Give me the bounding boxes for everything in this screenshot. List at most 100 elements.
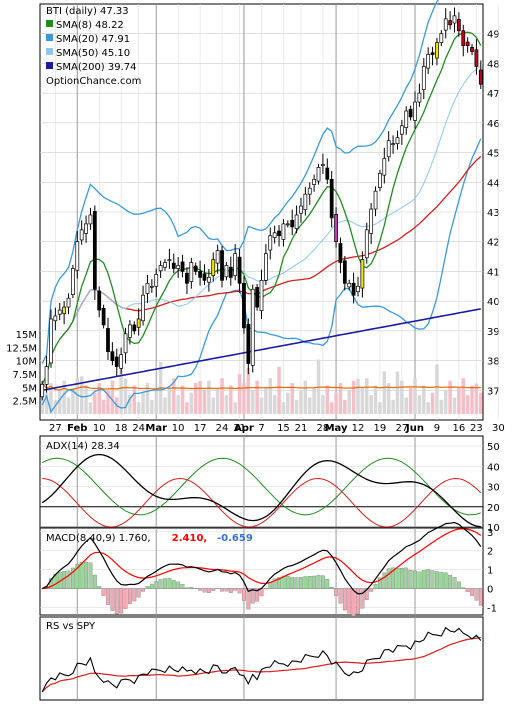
- price-x-tick-label: 17: [194, 423, 207, 434]
- volume-bar: [422, 385, 426, 414]
- macd-histogram-bar: [343, 589, 347, 611]
- macd-histogram-bar: [229, 589, 233, 593]
- candle-body: [321, 164, 324, 165]
- macd-histogram-bar: [198, 589, 202, 591]
- candle-body: [405, 111, 408, 128]
- volume-bar: [431, 393, 435, 414]
- macd-histogram-bar: [475, 589, 479, 601]
- volume-bar: [163, 397, 167, 414]
- macd-histogram-bar: [321, 576, 325, 589]
- macd-legend-label: 2.410,: [172, 533, 207, 544]
- adx-tick-label: 40: [487, 462, 500, 473]
- volume-bar: [479, 393, 483, 414]
- candle-body: [177, 265, 180, 268]
- candle-body: [49, 319, 52, 363]
- adx-tick-label: 30: [487, 483, 500, 494]
- macd-histogram-bar: [203, 589, 207, 593]
- volume-tick-label: 2.5M: [12, 397, 37, 408]
- candle-body: [304, 194, 307, 209]
- candle-body: [137, 319, 140, 327]
- candle-body: [462, 31, 465, 46]
- candle-body: [470, 47, 473, 51]
- macd-histogram-bar: [387, 568, 391, 588]
- volume-bar: [326, 385, 330, 414]
- volume-bar: [352, 381, 356, 414]
- macd-histogram-bar: [225, 589, 229, 592]
- macd-histogram-bar: [470, 589, 474, 596]
- candle-body: [142, 295, 145, 321]
- macd-histogram-bar: [304, 577, 308, 589]
- volume-bar: [203, 390, 207, 414]
- candle-body: [150, 286, 153, 287]
- macd-histogram-bar: [400, 568, 404, 588]
- price-x-tick-label: 27: [49, 423, 62, 434]
- legend-label: SMA(200) 39.74: [56, 62, 137, 73]
- candle-body: [93, 211, 96, 289]
- candle-body: [361, 260, 364, 289]
- legend-label: BTI (daily) 47.33: [46, 6, 129, 17]
- volume-bar: [93, 393, 97, 414]
- volume-bar: [269, 378, 273, 414]
- candle-body: [374, 191, 377, 209]
- price-tick-label: 46: [487, 119, 500, 130]
- volume-bar: [413, 378, 417, 414]
- macd-histogram-bar: [422, 570, 426, 588]
- macd-histogram-bar: [466, 589, 470, 592]
- candle-body: [260, 280, 263, 310]
- price-tick-label: 38: [487, 357, 500, 368]
- candle-body: [295, 215, 298, 229]
- candle-body: [343, 261, 346, 284]
- volume-bar: [247, 368, 251, 414]
- adx-tick-label: 20: [487, 503, 500, 514]
- macd-histogram-bar: [326, 579, 330, 588]
- price-tick-label: 42: [487, 238, 500, 249]
- volume-bar: [89, 402, 93, 414]
- volume-bar: [137, 402, 141, 414]
- candle-body: [133, 325, 136, 331]
- macd-histogram-bar: [369, 589, 373, 592]
- macd-histogram-bar: [290, 577, 294, 588]
- price-tick-label: 43: [487, 208, 500, 219]
- volume-bar: [330, 402, 334, 414]
- macd-histogram-bar: [242, 589, 246, 601]
- volume-bar: [343, 400, 347, 414]
- macd-histogram-bar: [115, 589, 119, 614]
- macd-histogram-bar: [462, 588, 466, 589]
- legend-swatch: [46, 48, 53, 55]
- candle-body: [299, 206, 302, 213]
- price-x-tick-label: 10: [93, 423, 106, 434]
- macd-histogram-bar: [479, 589, 483, 606]
- legend-label: SMA(20) 47.91: [56, 34, 130, 45]
- volume-bar: [150, 400, 154, 414]
- volume-bar: [198, 381, 202, 414]
- candle-body: [282, 224, 285, 239]
- price-x-tick-label: 9: [434, 423, 440, 434]
- volume-bar: [133, 385, 137, 414]
- price-x-tick-label: 18: [115, 423, 128, 434]
- volume-bar: [255, 381, 259, 414]
- volume-bar: [453, 397, 457, 414]
- macd-histogram-bar: [168, 578, 172, 588]
- price-tick-label: 45: [487, 149, 500, 160]
- volume-bar: [176, 395, 180, 414]
- volume-tick-label: 5M: [22, 383, 37, 394]
- volume-bar: [220, 378, 224, 414]
- volume-bar: [426, 402, 430, 414]
- macd-tick-label: 3: [487, 528, 493, 539]
- macd-histogram-bar: [352, 589, 356, 616]
- macd-histogram-bar: [181, 584, 185, 588]
- volume-bar: [448, 381, 452, 414]
- volume-tick-label: 15M: [16, 330, 37, 341]
- volume-bar: [282, 402, 286, 414]
- macd-histogram-bar: [457, 582, 461, 589]
- macd-histogram-bar: [361, 589, 365, 609]
- source-label: OptionChance.com: [46, 76, 141, 87]
- macd-histogram-bar: [317, 575, 321, 588]
- volume-bar: [277, 367, 281, 414]
- volume-bar: [225, 395, 229, 414]
- volume-bar: [154, 390, 158, 414]
- price-x-tick-label: 10: [172, 423, 185, 434]
- macd-histogram-bar: [453, 577, 457, 588]
- candle-body: [400, 126, 403, 134]
- candle-body: [418, 93, 421, 102]
